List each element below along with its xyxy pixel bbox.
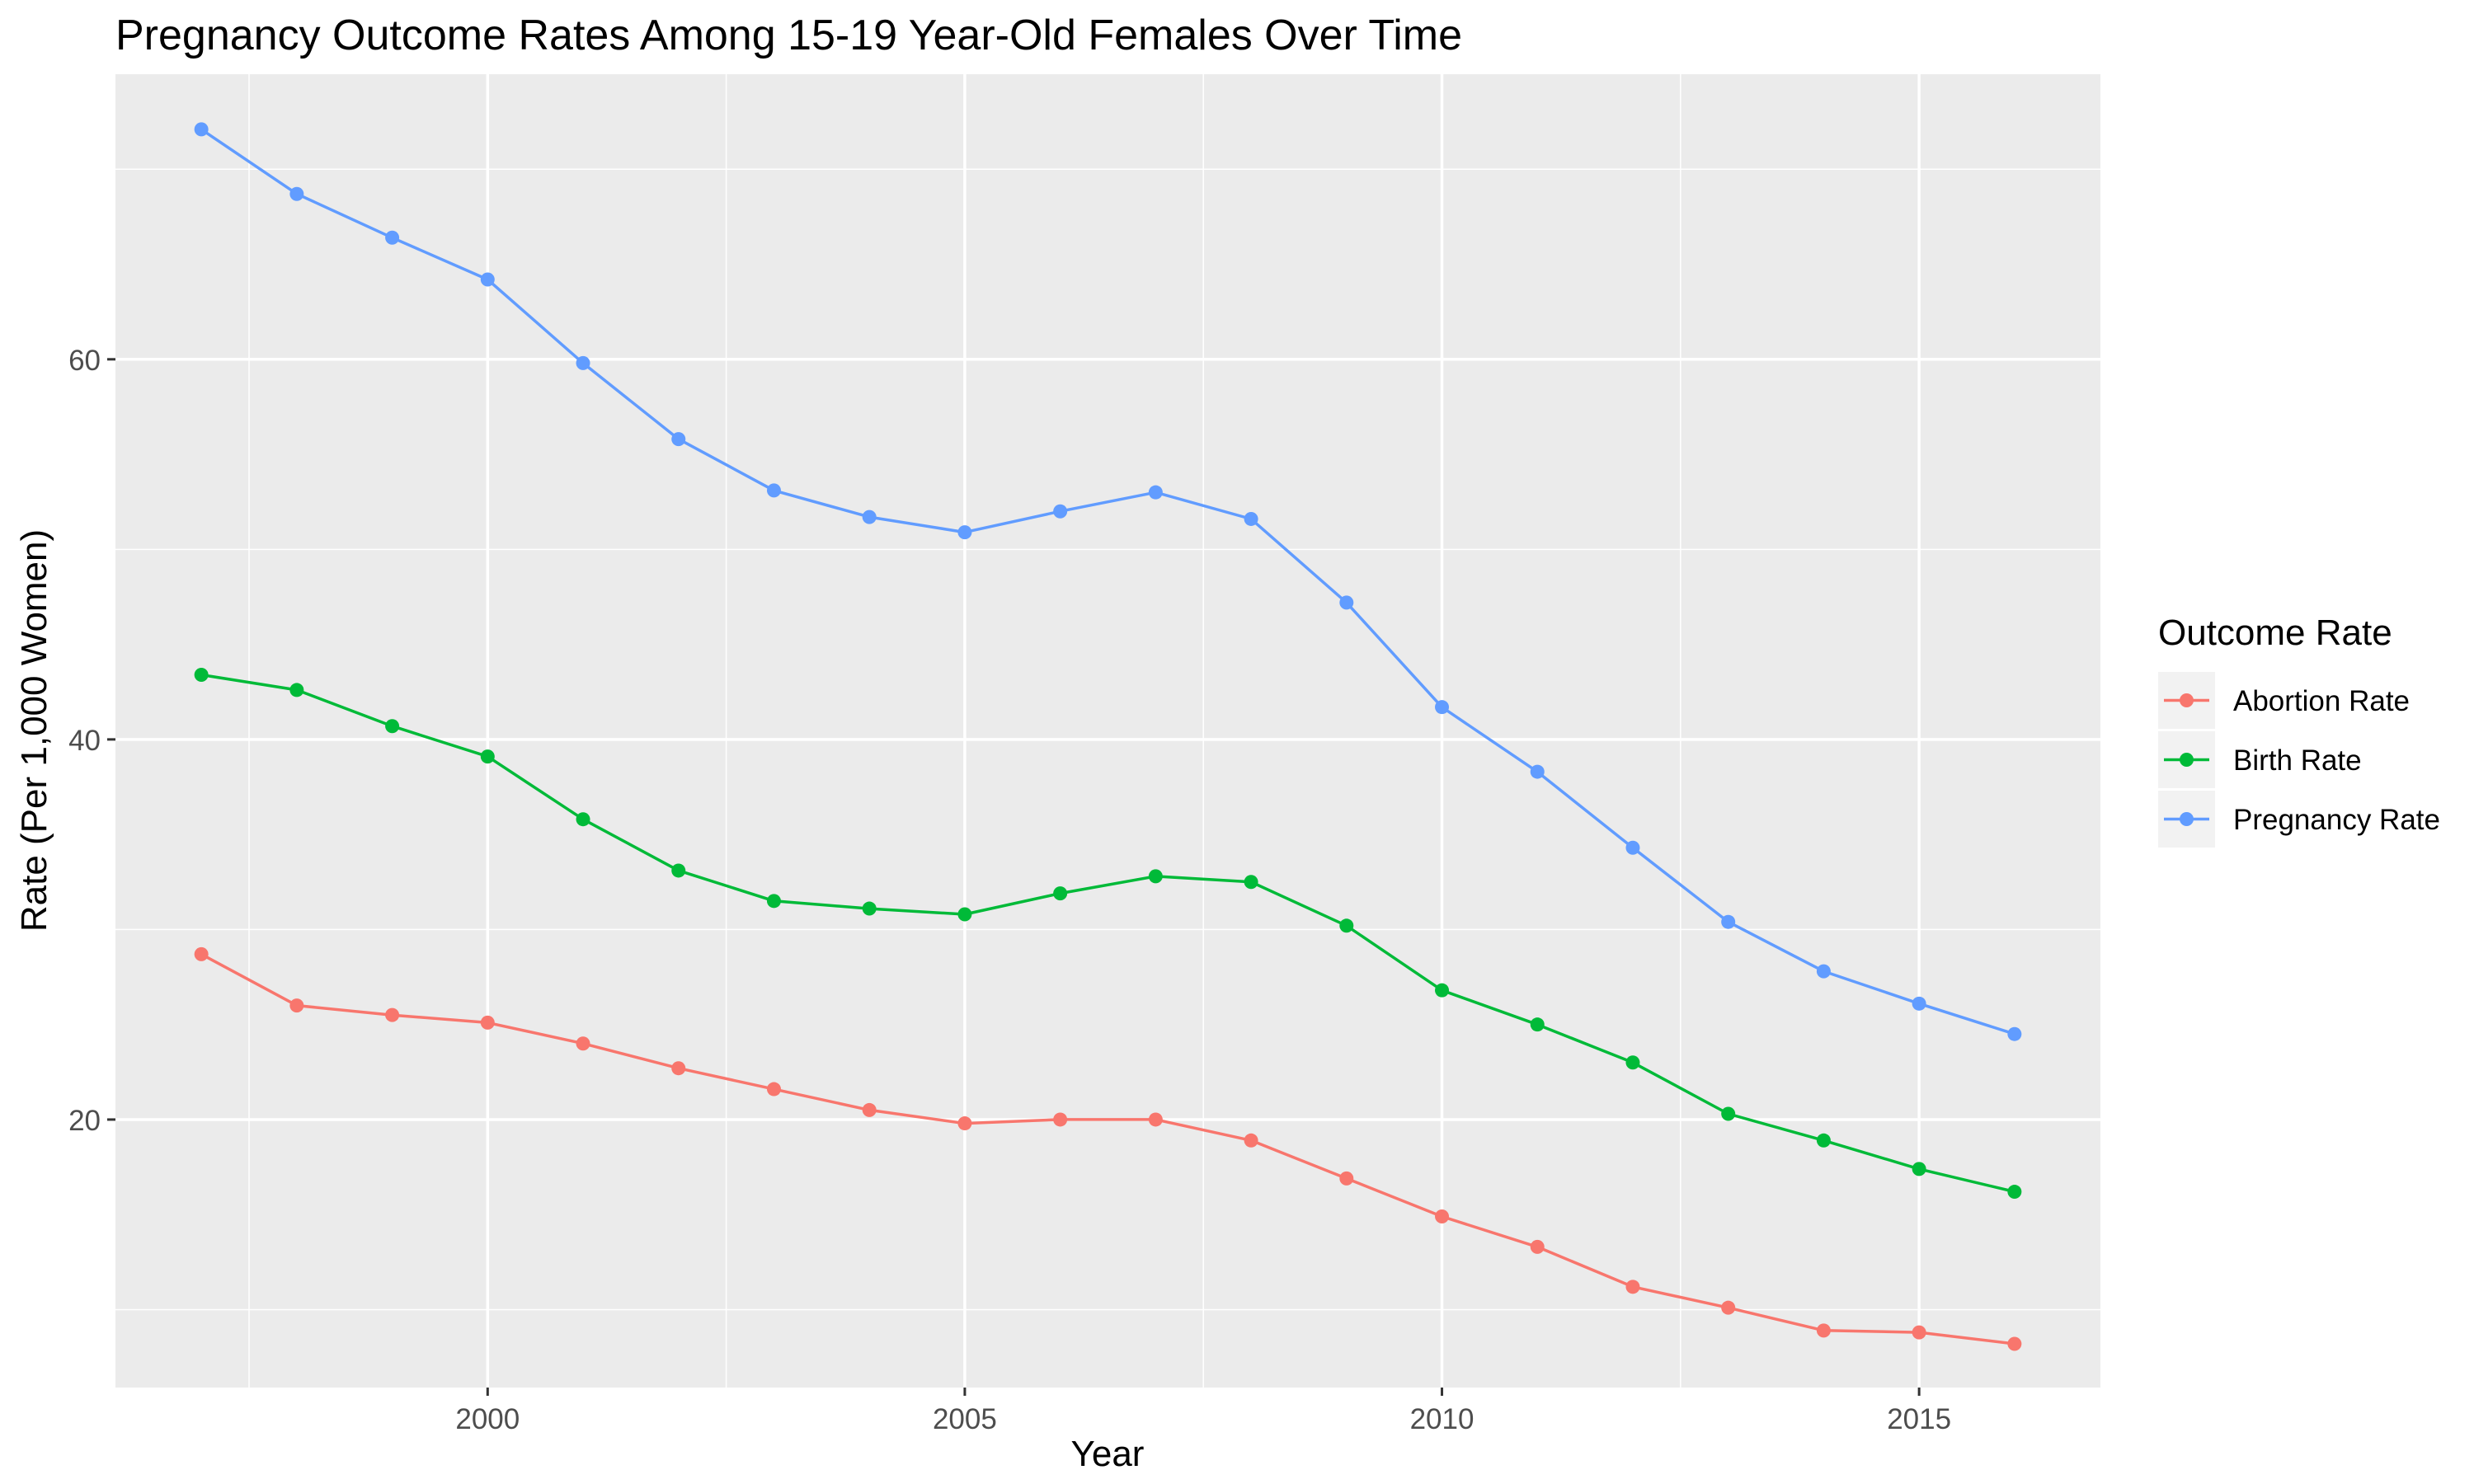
data-point-birth-rate — [289, 683, 304, 697]
data-point-pregnancy-rate — [1625, 840, 1640, 855]
data-point-pregnancy-rate — [1530, 764, 1545, 779]
data-point-abortion-rate — [1625, 1280, 1640, 1294]
data-point-pregnancy-rate — [957, 525, 972, 540]
legend-item-abortion-rate: Abortion Rate — [2158, 672, 2410, 729]
data-point-birth-rate — [1244, 875, 1258, 890]
data-point-pregnancy-rate — [289, 186, 304, 201]
data-point-abortion-rate — [1435, 1209, 1450, 1224]
series-line-birth-rate — [200, 673, 2015, 1194]
data-point-pregnancy-rate — [1816, 964, 1831, 979]
data-point-pregnancy-rate — [2007, 1026, 2022, 1041]
y-axis-label: Rate (Per 1,000 Women) — [14, 529, 54, 932]
data-point-abortion-rate — [1816, 1323, 1831, 1338]
y-tick-label: 60 — [68, 345, 101, 377]
data-point-abortion-rate — [1339, 1171, 1354, 1186]
data-point-abortion-rate — [766, 1082, 781, 1097]
data-point-pregnancy-rate — [576, 355, 590, 370]
series-line-abortion-rate — [200, 952, 2015, 1345]
data-point-pregnancy-rate — [862, 510, 877, 524]
data-point-abortion-rate — [576, 1036, 590, 1051]
data-point-pregnancy-rate — [1053, 504, 1068, 519]
data-point-abortion-rate — [194, 946, 209, 961]
legend-label: Abortion Rate — [2233, 685, 2410, 717]
data-point-abortion-rate — [671, 1061, 686, 1076]
data-point-birth-rate — [1530, 1017, 1545, 1032]
data-point-birth-rate — [2007, 1185, 2022, 1200]
data-point-birth-rate — [385, 719, 400, 734]
data-point-abortion-rate — [480, 1015, 495, 1030]
data-point-abortion-rate — [862, 1102, 877, 1117]
x-tick-label: 2010 — [1410, 1403, 1475, 1435]
x-tick-label: 2015 — [1887, 1403, 1951, 1435]
data-point-birth-rate — [1435, 983, 1450, 998]
data-point-pregnancy-rate — [671, 432, 686, 447]
data-point-birth-rate — [1816, 1133, 1831, 1148]
data-point-birth-rate — [576, 812, 590, 827]
minor-gridlines — [115, 74, 2100, 1388]
data-point-birth-rate — [1148, 869, 1163, 884]
data-point-abortion-rate — [1912, 1325, 1926, 1340]
legend-key-point — [2180, 693, 2194, 707]
data-point-pregnancy-rate — [385, 230, 400, 245]
legend-item-birth-rate: Birth Rate — [2158, 731, 2362, 788]
data-point-birth-rate — [480, 749, 495, 764]
data-point-birth-rate — [1339, 918, 1354, 933]
data-point-birth-rate — [862, 901, 877, 916]
series-abortion-rate — [194, 946, 2022, 1351]
legend-key-point — [2180, 812, 2194, 826]
series-layer — [194, 122, 2022, 1351]
x-axis: 2000 2005 2010 2015 — [455, 1388, 1951, 1435]
data-point-pregnancy-rate — [1148, 485, 1163, 500]
data-point-abortion-rate — [385, 1007, 400, 1022]
data-point-abortion-rate — [1148, 1112, 1163, 1127]
plot-panel — [115, 74, 2100, 1388]
series-birth-rate — [194, 667, 2022, 1200]
legend-item-pregnancy-rate: Pregnancy Rate — [2158, 791, 2440, 848]
data-point-pregnancy-rate — [1721, 914, 1736, 929]
legend-label: Birth Rate — [2233, 744, 2362, 777]
series-pregnancy-rate — [194, 122, 2022, 1041]
data-point-pregnancy-rate — [1912, 996, 1926, 1011]
series-line-pregnancy-rate — [200, 128, 2015, 1036]
x-axis-label: Year — [1071, 1434, 1145, 1474]
legend-items: Abortion Rate Birth Rate Pregnancy Rate — [2158, 672, 2440, 848]
data-point-pregnancy-rate — [480, 272, 495, 287]
data-point-pregnancy-rate — [1435, 700, 1450, 715]
legend-key-point — [2180, 753, 2194, 767]
data-point-pregnancy-rate — [1339, 595, 1354, 610]
data-point-pregnancy-rate — [194, 122, 209, 137]
data-point-birth-rate — [194, 667, 209, 682]
data-point-birth-rate — [671, 863, 686, 878]
data-point-birth-rate — [766, 894, 781, 909]
data-point-abortion-rate — [1530, 1239, 1545, 1254]
y-tick-label: 20 — [68, 1105, 101, 1137]
legend-title: Outcome Rate — [2158, 613, 2392, 653]
legend: Outcome Rate Abortion Rate Birth Rate Preg… — [2158, 613, 2440, 848]
data-point-abortion-rate — [1053, 1112, 1068, 1127]
data-point-pregnancy-rate — [766, 483, 781, 498]
data-point-abortion-rate — [2007, 1336, 2022, 1351]
data-point-abortion-rate — [1244, 1133, 1258, 1148]
data-point-abortion-rate — [1721, 1300, 1736, 1315]
data-point-birth-rate — [1625, 1055, 1640, 1070]
y-axis: 20 40 60 — [68, 345, 115, 1137]
x-tick-label: 2000 — [455, 1403, 520, 1435]
y-tick-label: 40 — [68, 725, 101, 757]
data-point-birth-rate — [1721, 1106, 1736, 1121]
data-point-abortion-rate — [957, 1116, 972, 1131]
data-point-pregnancy-rate — [1244, 511, 1258, 526]
chart-title: Pregnancy Outcome Rates Among 15-19 Year… — [115, 12, 1462, 59]
data-point-birth-rate — [957, 907, 972, 922]
legend-label: Pregnancy Rate — [2233, 804, 2440, 836]
data-point-birth-rate — [1053, 886, 1068, 901]
data-point-abortion-rate — [289, 998, 304, 1013]
data-point-birth-rate — [1912, 1162, 1926, 1176]
x-tick-label: 2005 — [933, 1403, 997, 1435]
